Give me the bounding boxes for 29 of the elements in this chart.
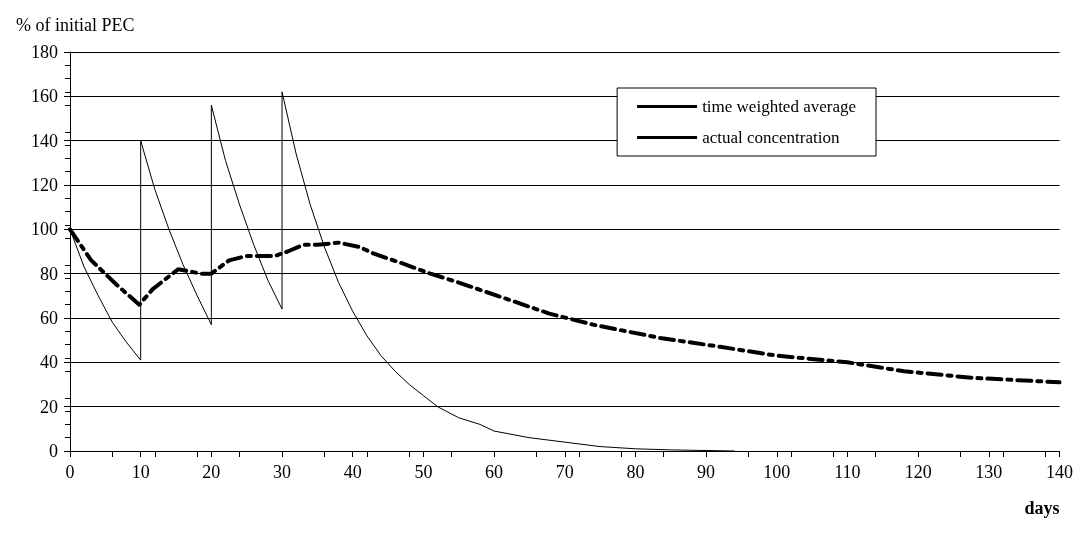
x-tick-label: 50	[414, 462, 433, 482]
y-tick-label: 120	[31, 175, 58, 195]
y-tick-label: 0	[49, 441, 58, 461]
x-tick-label: 10	[131, 462, 150, 482]
legend-label: time weighted average	[702, 97, 856, 116]
y-tick-label: 20	[40, 396, 58, 417]
y-tick-label: 180	[31, 42, 58, 62]
y-tick-label: 60	[40, 308, 58, 328]
y-tick-label: 160	[31, 86, 58, 107]
x-tick-label: 110	[834, 462, 861, 482]
x-tick-label: 30	[273, 462, 292, 482]
x-tick-label: 100	[763, 462, 791, 482]
x-tick-label: 120	[904, 462, 932, 482]
legend-label: actual concentration	[702, 128, 840, 147]
y-tick-label: 40	[40, 352, 58, 373]
y-tick-label: 140	[31, 130, 58, 151]
x-tick-label: 130	[975, 462, 1003, 482]
x-tick-label: 0	[65, 462, 75, 482]
y-tick-label: 100	[31, 219, 58, 240]
x-tick-label: 60	[485, 462, 504, 482]
y-tick-label: 80	[40, 263, 58, 284]
y-axis-title: % of initial PEC	[16, 15, 135, 35]
x-tick-label: 90	[697, 462, 716, 482]
x-tick-label: 20	[202, 462, 221, 482]
x-tick-label: 80	[626, 462, 645, 482]
x-axis-title: days	[1024, 498, 1060, 518]
x-tick-label: 70	[555, 462, 574, 482]
x-tick-label: 140	[1046, 462, 1073, 482]
x-tick-label: 40	[343, 462, 362, 482]
